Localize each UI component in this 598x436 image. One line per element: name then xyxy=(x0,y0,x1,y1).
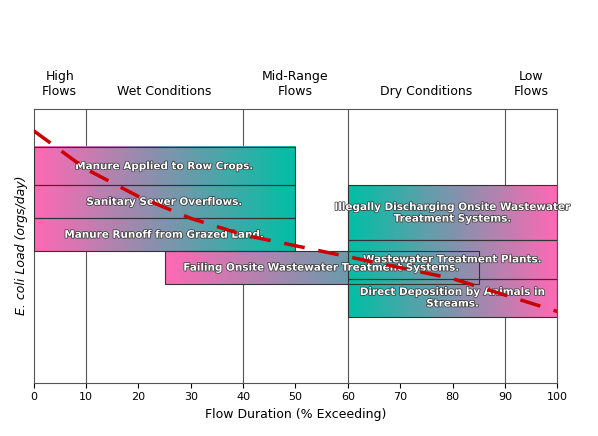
Y-axis label: E. coli Load (orgs/day): E. coli Load (orgs/day) xyxy=(15,176,28,316)
Text: Mid-Range
Flows: Mid-Range Flows xyxy=(262,70,329,98)
Text: High
Flows: High Flows xyxy=(42,70,77,98)
Bar xyxy=(348,279,557,317)
Text: Manure Applied to Row Crops.: Manure Applied to Row Crops. xyxy=(75,161,254,171)
Bar xyxy=(164,251,479,284)
Bar xyxy=(348,240,557,279)
Bar xyxy=(33,218,295,251)
Text: Failing Onsite Wastewater Treatment Systems.: Failing Onsite Wastewater Treatment Syst… xyxy=(184,262,460,272)
Text: Illegally Discharging Onsite Wastewater
Treatment Systems.: Illegally Discharging Onsite Wastewater … xyxy=(334,202,571,224)
X-axis label: Flow Duration (% Exceeding): Flow Duration (% Exceeding) xyxy=(205,408,386,421)
Bar xyxy=(33,147,295,185)
Text: Direct Deposition by Animals in
Streams.: Direct Deposition by Animals in Streams. xyxy=(360,287,545,309)
Text: Wastewater Treatment Plants.: Wastewater Treatment Plants. xyxy=(363,255,542,265)
Text: Sanitary Sewer Overflows.: Sanitary Sewer Overflows. xyxy=(86,197,243,207)
Text: Wet Conditions: Wet Conditions xyxy=(117,85,212,98)
Text: Dry Conditions: Dry Conditions xyxy=(380,85,472,98)
Text: Low
Flows: Low Flows xyxy=(514,70,549,98)
Bar xyxy=(348,185,557,240)
Bar xyxy=(33,185,295,218)
Text: Manure Runoff from Grazed Land.: Manure Runoff from Grazed Land. xyxy=(65,230,265,240)
